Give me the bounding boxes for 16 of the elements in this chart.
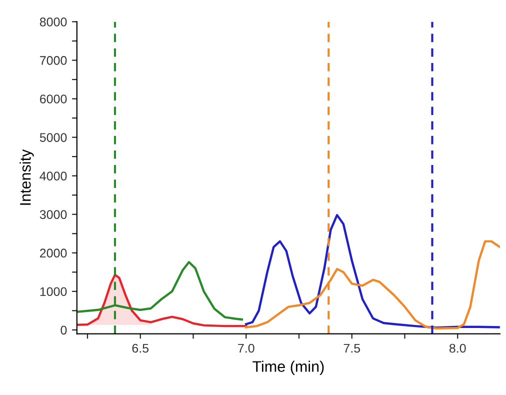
y-tick-label: 1000 — [40, 287, 67, 296]
y-tick-label: 4000 — [40, 172, 67, 180]
y-tick-label: 8000 — [40, 18, 67, 26]
y-tick-label: 2000 — [40, 248, 67, 258]
x-tick-label: 7.0 — [238, 344, 254, 353]
x-tick-label: 8.0 — [449, 344, 466, 353]
y-tick-label: 3000 — [40, 210, 67, 219]
y-tick-label: 7000 — [40, 56, 67, 65]
x-tick-label: 7.5 — [344, 344, 360, 353]
x-axis-title: Time (min) — [252, 360, 324, 375]
x-tick-label: 6.5 — [132, 344, 149, 353]
y-axis-title: Intensity — [20, 149, 34, 205]
y-tick-label: 0 — [60, 326, 67, 335]
line-series — [76, 274, 248, 328]
y-tick-label: 5000 — [40, 133, 67, 142]
y-tick-label: 6000 — [40, 94, 67, 104]
